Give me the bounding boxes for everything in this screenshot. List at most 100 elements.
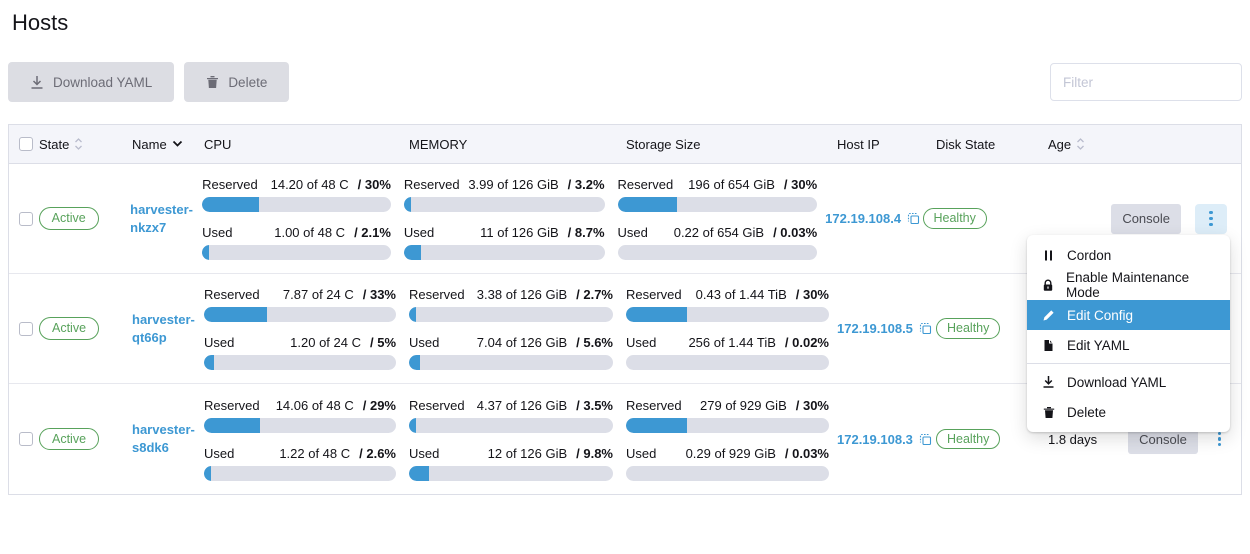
copy-icon[interactable] [919,433,932,446]
menu-item-edit-config[interactable]: Edit Config [1027,300,1230,330]
progress-bar [617,197,818,212]
column-header-storage[interactable]: Storage Size [626,136,701,152]
toolbar: Download YAML Delete [8,62,1242,102]
host-ip-link[interactable]: 172.19.108.5 [837,321,913,336]
column-header-name-label: Name [132,136,167,152]
menu-item-label: Edit YAML [1067,337,1130,353]
row-checkbox[interactable] [9,432,39,446]
menu-item-cordon[interactable]: Cordon [1027,240,1230,270]
copy-icon[interactable] [907,212,920,225]
menu-item-edit-yaml[interactable]: Edit YAML [1027,330,1230,360]
column-header-memory[interactable]: MEMORY [409,136,468,152]
console-button[interactable]: Console [1111,203,1182,234]
memory-metric: Reserved 4.37 of 126 GiB/ 3.5% Used 12 of … [409,384,613,494]
progress-bar [204,465,396,481]
sort-icons [1076,137,1085,151]
menu-item-enable-maintenance-mode[interactable]: Enable Maintenance Mode [1027,270,1230,300]
column-header-age[interactable]: Age [1048,137,1128,152]
host-ip-link[interactable]: 172.19.108.4 [825,211,902,226]
host-name-link[interactable]: harvester-s8dk6 [132,422,195,455]
row-checkbox[interactable] [9,321,39,336]
metric-line: Used 1.00 of 48 C/ 2.1% [202,225,391,240]
metric-line: Used 0.22 of 654 GiB/ 0.03% [617,225,818,240]
storage-metric: Reserved 279 of 929 GiB/ 30% Used 0.29 of … [626,384,829,494]
column-header-host-ip[interactable]: Host IP [837,136,880,152]
download-yaml-button[interactable]: Download YAML [8,62,175,102]
column-header-state[interactable]: State [39,137,132,152]
menu-item-label: Enable Maintenance Mode [1066,270,1190,300]
menu-item-download-yaml[interactable]: Download YAML [1027,367,1230,397]
disk-state-badge: Healthy [922,208,987,229]
metric-line: Used 0.29 of 929 GiB/ 0.03% [626,445,829,461]
metric-line: Reserved 3.99 of 126 GiB/ 3.2% [403,177,605,192]
row-actions-button-active[interactable] [1195,203,1228,234]
file-icon [1041,339,1056,352]
select-all-checkbox[interactable] [9,137,39,151]
filter-input[interactable] [1050,63,1242,101]
page-title: Hosts [12,10,69,35]
metric-line: Used 12 of 126 GiB/ 9.8% [409,445,613,461]
metric-line: Reserved 279 of 929 GiB/ 30% [626,397,829,413]
progress-bar [626,465,829,481]
metric-line: Used 11 of 126 GiB/ 8.7% [403,225,605,240]
disk-state-badge: Healthy [936,318,1001,339]
metric-line: Used 7.04 of 126 GiB/ 5.6% [409,335,613,350]
progress-bar [403,197,605,212]
cpu-metric: Reserved 14.06 of 48 C/ 29% Used 1.22 of 4… [204,384,396,494]
progress-bar [409,355,613,370]
progress-bar [204,417,396,433]
copy-icon[interactable] [919,322,932,335]
menu-divider [1027,363,1230,364]
column-header-name[interactable]: Name [132,137,204,152]
menu-item-label: Edit Config [1067,307,1134,323]
row-actions-menu: Cordon Enable Maintenance Mode Edit Conf… [1027,235,1230,432]
age-value: 1.8 days [1048,431,1098,447]
progress-bar [617,245,818,260]
menu-item-delete[interactable]: Delete [1027,397,1230,427]
download-yaml-label: Download YAML [53,74,153,90]
progress-bar [202,245,391,260]
row-checkbox[interactable] [9,211,39,226]
metric-line: Used 1.20 of 24 C/ 5% [204,335,396,350]
host-ip-link[interactable]: 172.19.108.3 [837,431,913,447]
metric-line: Reserved 14.20 of 48 C/ 30% [202,177,391,192]
progress-bar [403,245,605,260]
menu-item-label: Delete [1067,404,1107,420]
pencil-icon [1041,309,1056,322]
progress-bar [409,307,613,322]
column-header-cpu[interactable]: CPU [204,136,232,152]
storage-metric: Reserved 196 of 654 GiB/ 30% Used 0.22 of … [617,164,818,274]
host-name-link[interactable]: harvester-nkzx7 [130,201,193,235]
column-header-age-label: Age [1048,136,1072,152]
metric-line: Reserved 3.38 of 126 GiB/ 2.7% [409,287,613,302]
progress-bar [626,307,829,322]
storage-metric: Reserved 0.43 of 1.44 TiB/ 30% Used 256 of… [626,274,829,384]
metric-line: Reserved 14.06 of 48 C/ 29% [204,397,396,413]
progress-bar [626,355,829,370]
trash-icon [206,75,219,89]
metric-line: Used 256 of 1.44 TiB/ 0.02% [626,335,829,350]
table-header-row: State Name CPU MEMORY Storage Size Host … [9,125,1241,164]
lock-icon [1041,279,1055,292]
row-actions-button[interactable] [1212,430,1227,449]
cpu-metric: Reserved 14.20 of 48 C/ 30% Used 1.00 of 4… [202,164,391,274]
state-badge: Active [39,317,100,340]
progress-bar [409,465,613,481]
filter-container [1050,63,1242,101]
menu-item-label: Download YAML [1067,374,1167,390]
host-name-link[interactable]: harvester-qt66p [132,311,195,345]
delete-button[interactable]: Delete [184,62,290,102]
metric-line: Reserved 196 of 654 GiB/ 30% [617,177,818,192]
progress-bar [409,417,613,433]
download-icon [30,75,44,90]
state-badge: Active [39,427,100,451]
progress-bar [626,417,829,433]
disk-state-badge: Healthy [936,428,1001,450]
sort-icons [74,137,83,151]
column-header-state-label: State [39,136,70,152]
progress-bar [204,307,396,322]
menu-item-label: Cordon [1067,247,1112,263]
sort-desc-icon [172,140,183,148]
metric-line: Used 1.22 of 48 C/ 2.6% [204,445,396,461]
column-header-disk-state[interactable]: Disk State [936,136,996,152]
